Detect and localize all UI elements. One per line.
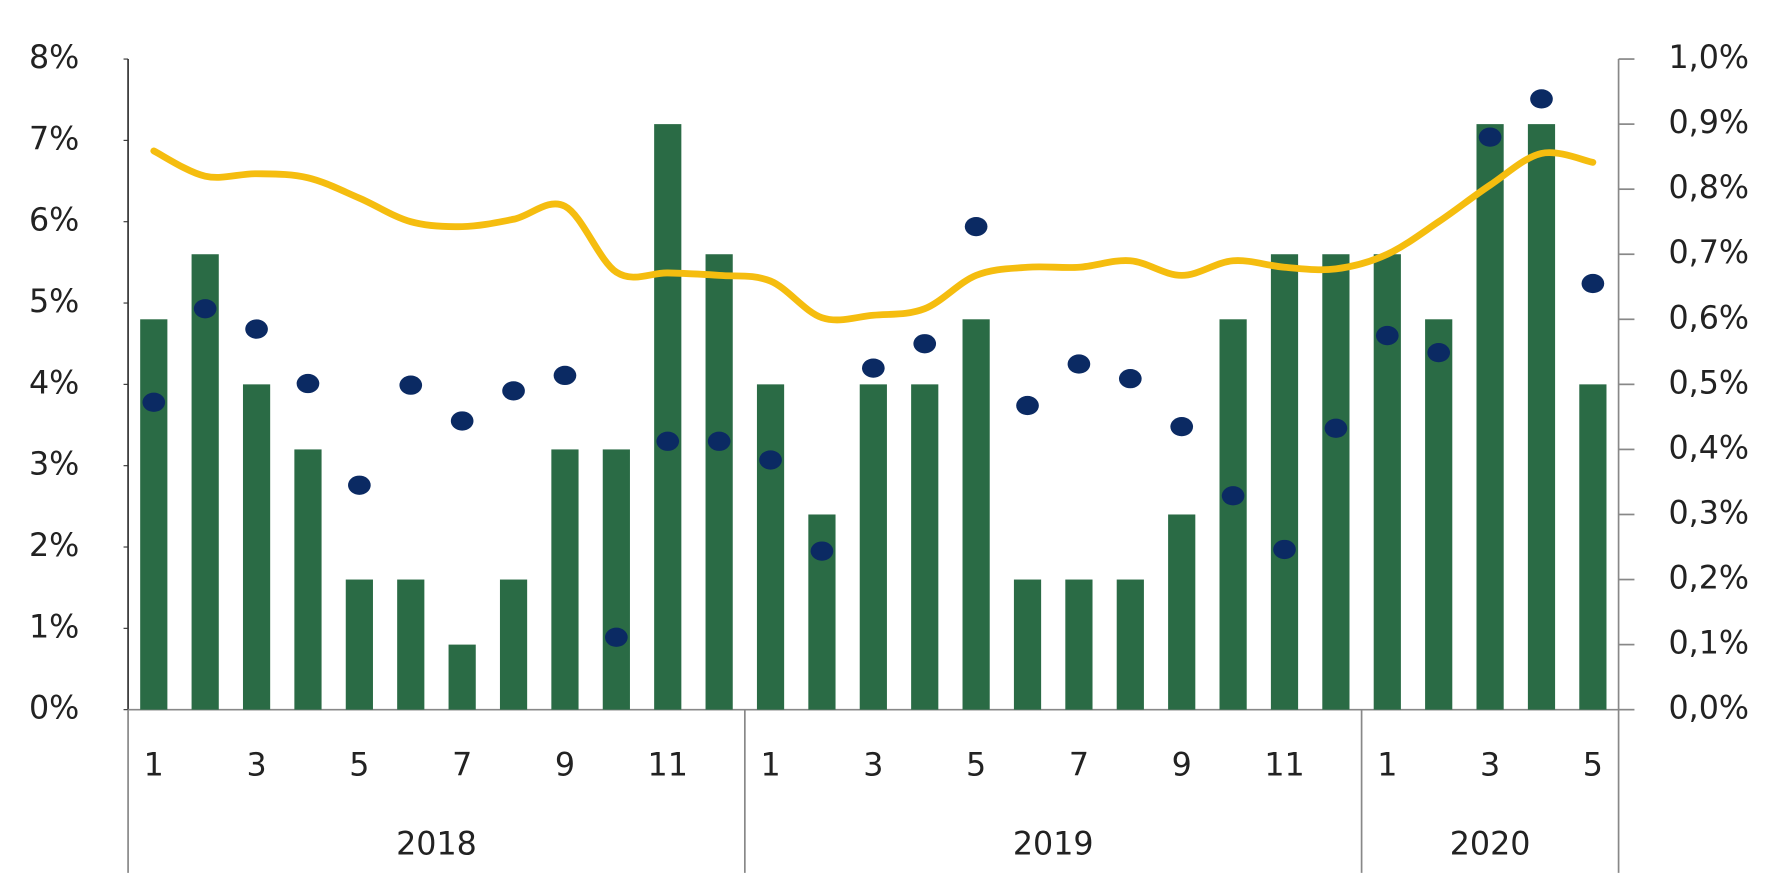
y-tick-label: 1% [29,609,79,645]
x-tick-label: 7 [1069,747,1089,783]
y2-tick-label: 0,8% [1668,170,1749,206]
dot [142,392,166,412]
dot [964,216,988,237]
bar [1579,384,1607,710]
line [150,147,1597,324]
y2-tick-label: 0,0% [1668,691,1749,727]
bar [705,254,733,710]
dot [1375,325,1399,346]
y2-tick-label: 0,2% [1668,561,1749,597]
bar [1270,254,1299,710]
dot [553,365,577,386]
y2-tick-label: 0,6% [1668,300,1749,336]
bar [1373,254,1401,710]
x-tick-label: 9 [1172,747,1192,783]
y2-tick-label: 0,9% [1668,105,1749,141]
x-tick-label: 3 [863,747,883,783]
dot [450,411,474,431]
bar [140,319,168,710]
bar [1527,124,1556,710]
dot [1067,354,1091,374]
group-label: 2019 [1013,827,1094,863]
dot [1427,343,1451,363]
group-label: 2020 [1450,827,1531,863]
dot [348,475,371,495]
bar [911,384,939,710]
bar [242,384,271,710]
bar [345,579,373,710]
dot [1118,369,1142,389]
bar [551,449,579,710]
y2-tick-label: 0,1% [1668,626,1749,662]
dot [296,373,320,394]
bar [191,254,219,710]
bar [499,579,528,710]
bar [1116,579,1144,710]
bar [1425,319,1453,710]
y-tick-label: 0% [29,691,79,727]
y-tick-label: 4% [29,365,79,401]
dot [759,450,782,470]
dot [1324,418,1348,438]
dot [245,319,268,339]
bar [1322,254,1350,710]
x-tick-label: 11 [1264,747,1304,783]
dot [1016,395,1039,416]
y2-tick-label: 0,7% [1668,235,1749,271]
x-tick-label: 7 [452,747,472,783]
x-tick-label: 9 [555,747,575,783]
bar [859,384,887,710]
dot [1170,417,1194,437]
x-tick-label: 3 [246,747,266,783]
dot [861,358,885,378]
group-label: 2018 [396,827,477,863]
bar [1219,319,1247,710]
bar [448,644,476,710]
x-tick-label: 1 [144,747,164,783]
dot [1221,486,1245,506]
x-tick-label: 11 [648,747,688,783]
x-tick-label: 3 [1480,747,1500,783]
x-tick-label: 1 [1377,747,1397,783]
bar [602,449,630,710]
dot [707,431,731,451]
dot [913,334,937,354]
x-tick-label: 5 [1583,747,1603,783]
y2-tick-label: 0,3% [1668,495,1749,531]
y2-tick-label: 0,4% [1668,430,1749,466]
y2-tick-label: 1,0% [1668,40,1749,76]
bar [756,384,785,710]
x-tick-label: 5 [349,747,369,783]
x-tick-label: 1 [760,747,780,783]
y-tick-label: 3% [29,447,79,483]
dot [605,627,628,647]
y-tick-label: 2% [29,528,79,564]
dot [656,431,680,451]
dot [1273,539,1296,560]
bar [294,449,322,710]
bar [1013,579,1042,710]
dot [502,381,525,401]
dot [193,299,217,319]
bar [962,319,990,710]
dot [810,541,834,561]
y-tick-label: 6% [29,203,79,239]
x-tick-label: 5 [966,747,986,783]
dot [1581,273,1605,294]
bar [654,124,682,710]
y-tick-label: 7% [29,121,79,157]
bar [1168,514,1196,710]
bar [397,579,425,710]
dot [1478,127,1502,147]
y2-tick-label: 0,5% [1668,365,1749,401]
dot [1530,89,1553,109]
y-tick-label: 5% [29,284,79,320]
dot [399,375,423,395]
bar [1476,124,1504,710]
bar [1065,579,1093,710]
y-tick-label: 8% [29,40,79,76]
